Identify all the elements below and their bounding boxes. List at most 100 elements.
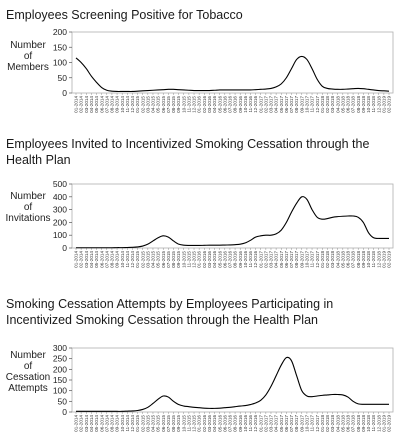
x-tick-label: 07-2015 xyxy=(166,251,171,268)
y-axis-label-line: Number xyxy=(10,40,46,51)
x-tick-label: 12-2017 xyxy=(315,251,320,268)
x-tick-label: 09-2015 xyxy=(176,415,181,432)
x-tick-label: 04-2016 xyxy=(212,251,217,268)
x-tick-label: 11-2017 xyxy=(310,251,315,268)
x-tick-label: 05-2018 xyxy=(340,251,345,268)
chart-title-text: Employees Invited to Incentivized Smokin… xyxy=(6,137,370,167)
chart-title: Employees Screening Positive for Tobacco xyxy=(6,8,243,22)
y-tick-label: 0 xyxy=(62,407,67,417)
chart-panel-tobacco: Employees Screening Positive for Tobacco… xyxy=(0,0,404,113)
x-tick-label: 01-2017 xyxy=(258,96,263,113)
x-tick-label: 03-2017 xyxy=(269,96,274,113)
x-tick-label: 04-2014 xyxy=(89,251,94,268)
chart-panel-invitations: Employees Invited to Incentivized Smokin… xyxy=(0,135,404,275)
x-tick-label: 07-2015 xyxy=(166,96,171,113)
x-tick-label: 06-2017 xyxy=(284,96,289,113)
x-tick-label: 10-2017 xyxy=(305,96,310,113)
x-tick-label: 04-2018 xyxy=(335,415,340,432)
x-tick-label: 01-2015 xyxy=(135,96,140,113)
x-tick-label: 12-2015 xyxy=(192,251,197,268)
x-tick-label: 02-2017 xyxy=(263,251,268,268)
x-tick-label: 03-2015 xyxy=(145,415,150,432)
x-tick-label: 12-2014 xyxy=(130,251,135,268)
x-tick-label: 05-2015 xyxy=(156,251,161,268)
x-tick-label: 01-2016 xyxy=(197,96,202,113)
x-tick-label: 03-2016 xyxy=(207,415,212,432)
x-tick-label: 06-2014 xyxy=(99,251,104,268)
y-tick-label: 50 xyxy=(58,396,68,406)
x-tick-label: 07-2018 xyxy=(351,251,356,268)
x-tick-label: 03-2015 xyxy=(145,96,150,113)
series-line xyxy=(76,196,389,249)
x-tick-label: 12-2015 xyxy=(192,96,197,113)
x-tick-label: 06-2018 xyxy=(346,96,351,113)
series-line xyxy=(76,356,389,412)
x-tick-label: 11-2018 xyxy=(371,415,376,432)
x-tick-label: 08-2015 xyxy=(171,415,176,432)
x-tick-label: 09-2015 xyxy=(176,96,181,113)
x-tick-label: 07-2017 xyxy=(289,96,294,113)
x-tick-label: 04-2015 xyxy=(151,415,156,432)
y-tick-label: 200 xyxy=(53,27,67,37)
x-tick-label: 04-2015 xyxy=(151,96,156,113)
x-tick-label: 03-2017 xyxy=(269,251,274,268)
x-tick-label: 08-2015 xyxy=(171,251,176,268)
x-tick-label: 03-2018 xyxy=(330,415,335,432)
x-tick-label: 11-2015 xyxy=(186,96,191,113)
x-tick-label: 09-2014 xyxy=(115,415,120,432)
x-tick-label: 02-2014 xyxy=(79,415,84,432)
x-tick-label: 05-2017 xyxy=(279,96,284,113)
x-tick-label: 01-2019 xyxy=(381,251,386,268)
x-tick-label: 08-2015 xyxy=(171,96,176,113)
x-tick-label: 11-2014 xyxy=(125,96,130,113)
x-tick-label: 07-2017 xyxy=(289,415,294,432)
x-tick-label: 02-2016 xyxy=(202,251,207,268)
x-tick-label: 01-2018 xyxy=(320,96,325,113)
x-tick-label: 07-2014 xyxy=(104,96,109,113)
x-tick-label: 04-2018 xyxy=(335,251,340,268)
x-tick-label: 10-2015 xyxy=(181,415,186,432)
x-tick-label: 02-2015 xyxy=(140,251,145,268)
x-tick-label: 10-2014 xyxy=(120,96,125,113)
x-tick-label: 12-2016 xyxy=(253,96,258,113)
y-tick-label: 400 xyxy=(53,192,67,202)
x-tick-label: 05-2016 xyxy=(217,251,222,268)
y-tick-label: 150 xyxy=(53,42,67,52)
x-tick-label: 12-2016 xyxy=(253,251,258,268)
x-tick-label: 02-2014 xyxy=(79,96,84,113)
x-tick-label: 04-2014 xyxy=(89,415,94,432)
x-tick-label: 02-2018 xyxy=(325,415,330,432)
x-tick-label: 11-2014 xyxy=(125,251,130,268)
x-tick-label: 09-2016 xyxy=(238,251,243,268)
x-tick-label: 10-2018 xyxy=(366,96,371,113)
x-tick-label: 06-2016 xyxy=(222,96,227,113)
y-axis-label: Number of Cessation Attempts xyxy=(2,350,54,394)
x-tick-label: 01-2017 xyxy=(258,415,263,432)
x-tick-label: 08-2016 xyxy=(233,415,238,432)
x-tick-label: 05-2017 xyxy=(279,251,284,268)
x-tick-label: 07-2015 xyxy=(166,415,171,432)
x-tick-label: 09-2018 xyxy=(361,96,366,113)
x-tick-label: 06-2018 xyxy=(346,251,351,268)
x-tick-label: 03-2014 xyxy=(84,415,89,432)
x-tick-label: 08-2018 xyxy=(356,251,361,268)
x-tick-label: 06-2015 xyxy=(161,251,166,268)
x-tick-label: 10-2018 xyxy=(366,415,371,432)
x-tick-label: 07-2016 xyxy=(228,251,233,268)
x-tick-label: 08-2018 xyxy=(356,96,361,113)
x-tick-label: 10-2017 xyxy=(305,251,310,268)
x-tick-label: 06-2014 xyxy=(99,96,104,113)
y-tick-label: 0 xyxy=(62,243,67,253)
y-tick-label: 500 xyxy=(53,179,67,189)
x-tick-label: 02-2014 xyxy=(79,251,84,268)
x-tick-label: 08-2014 xyxy=(110,96,115,113)
x-tick-label: 01-2015 xyxy=(135,251,140,268)
y-tick-label: 200 xyxy=(53,217,67,227)
x-tick-label: 09-2017 xyxy=(299,415,304,432)
x-tick-label: 03-2018 xyxy=(330,96,335,113)
x-tick-label: 06-2018 xyxy=(346,415,351,432)
x-tick-label: 01-2014 xyxy=(74,251,79,268)
y-tick-label: 100 xyxy=(53,230,67,240)
x-tick-label: 12-2014 xyxy=(130,415,135,432)
